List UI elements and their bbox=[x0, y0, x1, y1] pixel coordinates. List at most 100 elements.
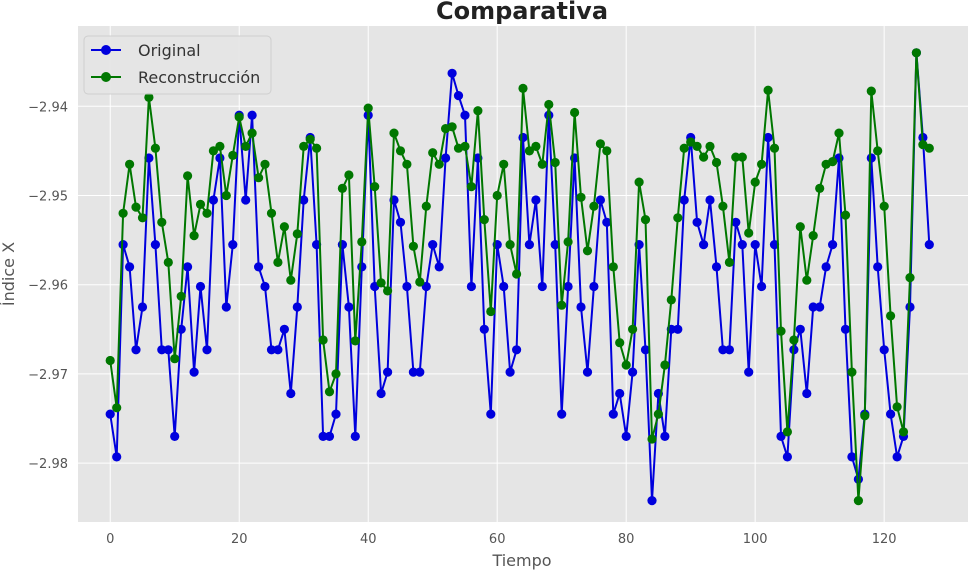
data-point bbox=[782, 452, 793, 462]
data-point bbox=[763, 85, 773, 95]
chart-title: Comparativa bbox=[436, 0, 608, 25]
data-point bbox=[286, 388, 296, 399]
data-point bbox=[157, 217, 167, 227]
data-point bbox=[853, 496, 864, 506]
data-point bbox=[744, 228, 754, 238]
data-point bbox=[131, 202, 141, 212]
data-point bbox=[292, 302, 302, 312]
data-point bbox=[679, 143, 689, 153]
data-point bbox=[769, 240, 780, 250]
data-point bbox=[318, 431, 328, 441]
data-point bbox=[318, 335, 328, 345]
data-point bbox=[666, 295, 676, 305]
data-point bbox=[105, 355, 115, 366]
data-point bbox=[886, 311, 896, 321]
y-tick-label: −2.97 bbox=[28, 368, 68, 383]
data-point bbox=[499, 159, 509, 169]
data-point bbox=[395, 217, 406, 227]
y-tick-label: −2.98 bbox=[28, 457, 68, 472]
data-point bbox=[370, 182, 380, 192]
data-point bbox=[421, 281, 431, 292]
data-point bbox=[266, 345, 277, 355]
data-point bbox=[215, 141, 225, 151]
data-point bbox=[486, 409, 496, 419]
data-point bbox=[769, 143, 780, 153]
data-point bbox=[241, 141, 251, 151]
data-point bbox=[189, 231, 199, 241]
data-point bbox=[582, 246, 593, 256]
data-point bbox=[195, 199, 206, 209]
data-point bbox=[724, 257, 735, 267]
data-point bbox=[679, 195, 689, 205]
series-layer bbox=[105, 48, 934, 506]
data-point bbox=[776, 431, 786, 441]
data-point bbox=[466, 182, 476, 192]
data-point bbox=[150, 240, 160, 250]
data-point bbox=[112, 403, 122, 413]
x-tick-label: 100 bbox=[743, 532, 768, 547]
data-point bbox=[608, 262, 618, 272]
data-point bbox=[228, 150, 238, 160]
data-point bbox=[879, 201, 889, 211]
data-point bbox=[795, 222, 805, 232]
data-point bbox=[628, 367, 638, 377]
data-point bbox=[434, 262, 444, 272]
data-point bbox=[705, 195, 715, 205]
data-point bbox=[234, 112, 244, 122]
data-point bbox=[531, 141, 541, 151]
legend: Original Reconstrucción bbox=[83, 35, 272, 95]
data-point bbox=[808, 231, 818, 241]
data-point bbox=[389, 128, 399, 138]
data-point bbox=[428, 148, 438, 158]
data-point bbox=[524, 146, 535, 156]
data-point bbox=[828, 240, 838, 250]
data-point bbox=[892, 402, 902, 412]
data-point bbox=[718, 201, 728, 211]
data-point bbox=[247, 110, 257, 120]
data-point bbox=[254, 262, 264, 272]
data-point bbox=[357, 262, 367, 272]
data-point bbox=[163, 257, 173, 267]
legend-marker-reconstruccion bbox=[101, 72, 111, 82]
data-point bbox=[331, 369, 341, 379]
data-point bbox=[750, 240, 760, 250]
data-point bbox=[615, 338, 625, 348]
data-point bbox=[640, 215, 651, 225]
data-point bbox=[705, 141, 715, 151]
data-point bbox=[202, 345, 212, 355]
data-point bbox=[802, 275, 812, 285]
data-point bbox=[660, 431, 670, 441]
data-point bbox=[898, 427, 909, 437]
data-point bbox=[866, 153, 876, 163]
data-point bbox=[821, 262, 831, 272]
data-point bbox=[924, 143, 934, 153]
data-point bbox=[344, 170, 354, 180]
data-point bbox=[808, 302, 818, 312]
data-point bbox=[150, 143, 160, 153]
data-point bbox=[112, 452, 122, 462]
legend-label-original: Original bbox=[138, 41, 201, 60]
data-point bbox=[408, 367, 418, 377]
data-point bbox=[137, 213, 148, 223]
data-point bbox=[686, 137, 696, 147]
data-point bbox=[647, 496, 657, 506]
data-point bbox=[312, 143, 322, 153]
data-point bbox=[595, 195, 606, 205]
data-point bbox=[505, 240, 515, 250]
data-point bbox=[183, 262, 193, 272]
data-point bbox=[241, 195, 251, 205]
data-point bbox=[511, 269, 522, 279]
data-point bbox=[208, 146, 218, 156]
data-point bbox=[866, 86, 876, 96]
data-point bbox=[763, 132, 773, 143]
data-point bbox=[640, 345, 651, 355]
data-point bbox=[286, 275, 296, 285]
data-point bbox=[337, 183, 347, 193]
data-point bbox=[215, 153, 225, 163]
data-point bbox=[195, 281, 206, 292]
data-point bbox=[460, 110, 470, 120]
data-point bbox=[144, 92, 154, 102]
data-point bbox=[699, 152, 709, 162]
data-point bbox=[595, 139, 606, 149]
